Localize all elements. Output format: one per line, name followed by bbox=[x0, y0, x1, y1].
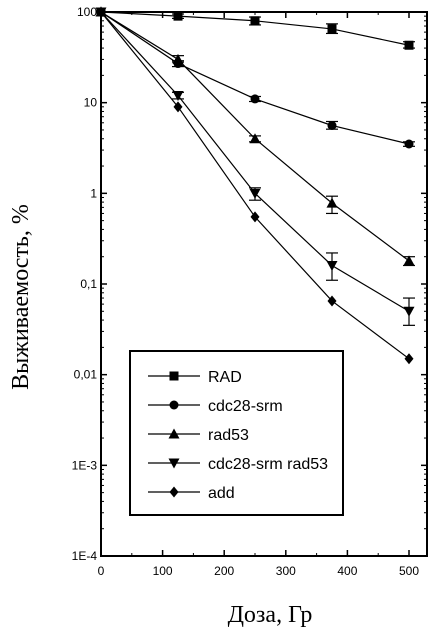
x-tick-label: 500 bbox=[399, 564, 419, 578]
legend-box bbox=[129, 350, 344, 516]
y-tick-label: 1E-4 bbox=[72, 549, 98, 563]
series-line-add bbox=[100, 11, 410, 360]
legend-label: cdc28-srm bbox=[208, 398, 283, 415]
data-point-cdc28-srm-rad53 bbox=[249, 188, 261, 199]
data-point-add bbox=[327, 295, 337, 307]
data-point-cdc28-srm-rad53 bbox=[403, 306, 415, 317]
data-point-add bbox=[404, 353, 414, 365]
x-tick-label: 400 bbox=[337, 564, 357, 578]
series-line-cdc28-srm-rad53 bbox=[100, 11, 410, 312]
y-tick-label: 10 bbox=[84, 96, 98, 110]
data-point-cdc28-srm bbox=[250, 94, 260, 104]
data-point-add bbox=[96, 6, 106, 18]
data-point-cdc28-srm bbox=[327, 120, 337, 130]
data-point-RAD bbox=[250, 16, 260, 26]
legend-marker bbox=[169, 400, 179, 410]
data-point-rad53 bbox=[249, 133, 261, 144]
legend-marker bbox=[169, 371, 179, 381]
data-point-rad53 bbox=[403, 255, 415, 266]
legend-label: add bbox=[208, 485, 235, 502]
legend-label: rad53 bbox=[208, 427, 249, 444]
data-point-RAD bbox=[404, 40, 414, 50]
legend-label: RAD bbox=[208, 369, 242, 386]
data-point-add bbox=[173, 101, 183, 113]
legend-label: cdc28-srm rad53 bbox=[208, 456, 328, 473]
y-tick-label: 1E-3 bbox=[72, 458, 98, 472]
y-tick-label: 0,01 bbox=[74, 368, 98, 382]
data-point-rad53 bbox=[326, 197, 338, 208]
y-axis-title: Выживаемость, % bbox=[8, 204, 34, 390]
y-tick-label: 1 bbox=[90, 186, 97, 200]
x-axis-title: Доза, Гр bbox=[228, 602, 313, 628]
data-point-RAD bbox=[173, 11, 183, 21]
data-point-cdc28-srm-rad53 bbox=[172, 90, 184, 101]
x-tick-label: 200 bbox=[214, 564, 234, 578]
y-tick-label: 0,1 bbox=[80, 277, 97, 291]
series-line-cdc28-srm bbox=[100, 11, 410, 145]
x-tick-label: 300 bbox=[276, 564, 296, 578]
x-tick-label: 100 bbox=[153, 564, 173, 578]
data-point-rad53 bbox=[172, 53, 184, 64]
data-point-cdc28-srm bbox=[404, 139, 414, 149]
legend-marker bbox=[168, 458, 180, 469]
x-tick-label: 0 bbox=[98, 564, 105, 578]
y-tick-label: 100 bbox=[77, 5, 97, 19]
legend-marker bbox=[169, 486, 179, 498]
data-point-cdc28-srm-rad53 bbox=[326, 260, 338, 271]
data-point-add bbox=[250, 211, 260, 223]
legend-marker bbox=[168, 428, 180, 439]
data-point-RAD bbox=[327, 24, 337, 34]
